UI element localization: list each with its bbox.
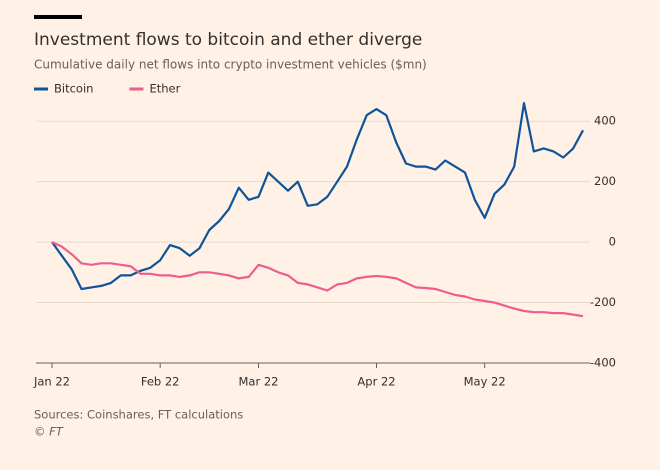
- x-tick-label: May 22: [464, 375, 506, 389]
- x-tick-label: Feb 22: [141, 375, 180, 389]
- y-tick-label: 200: [594, 174, 616, 188]
- series-line: [51, 102, 584, 291]
- x-tick-label: Apr 22: [357, 375, 395, 389]
- y-tick-label: 400: [594, 114, 616, 128]
- legend-label: Ether: [149, 82, 180, 96]
- legend-label: Bitcoin: [54, 82, 93, 96]
- y-tick-label: 0: [609, 235, 616, 249]
- credit: © FT: [34, 425, 64, 439]
- y-tick-label: -400: [590, 356, 616, 370]
- x-tick-label: Mar 22: [239, 375, 279, 389]
- y-tick-label: -200: [590, 295, 616, 309]
- source: Sources: Coinshares, FT calculations: [34, 408, 243, 422]
- chart-title: Investment flows to bitcoin and ether di…: [34, 30, 422, 50]
- x-tick-label: Jan 22: [33, 375, 70, 389]
- series-line: [51, 241, 584, 318]
- brand-bar: [34, 15, 82, 19]
- chart-subtitle: Cumulative daily net flows into crypto i…: [34, 58, 427, 72]
